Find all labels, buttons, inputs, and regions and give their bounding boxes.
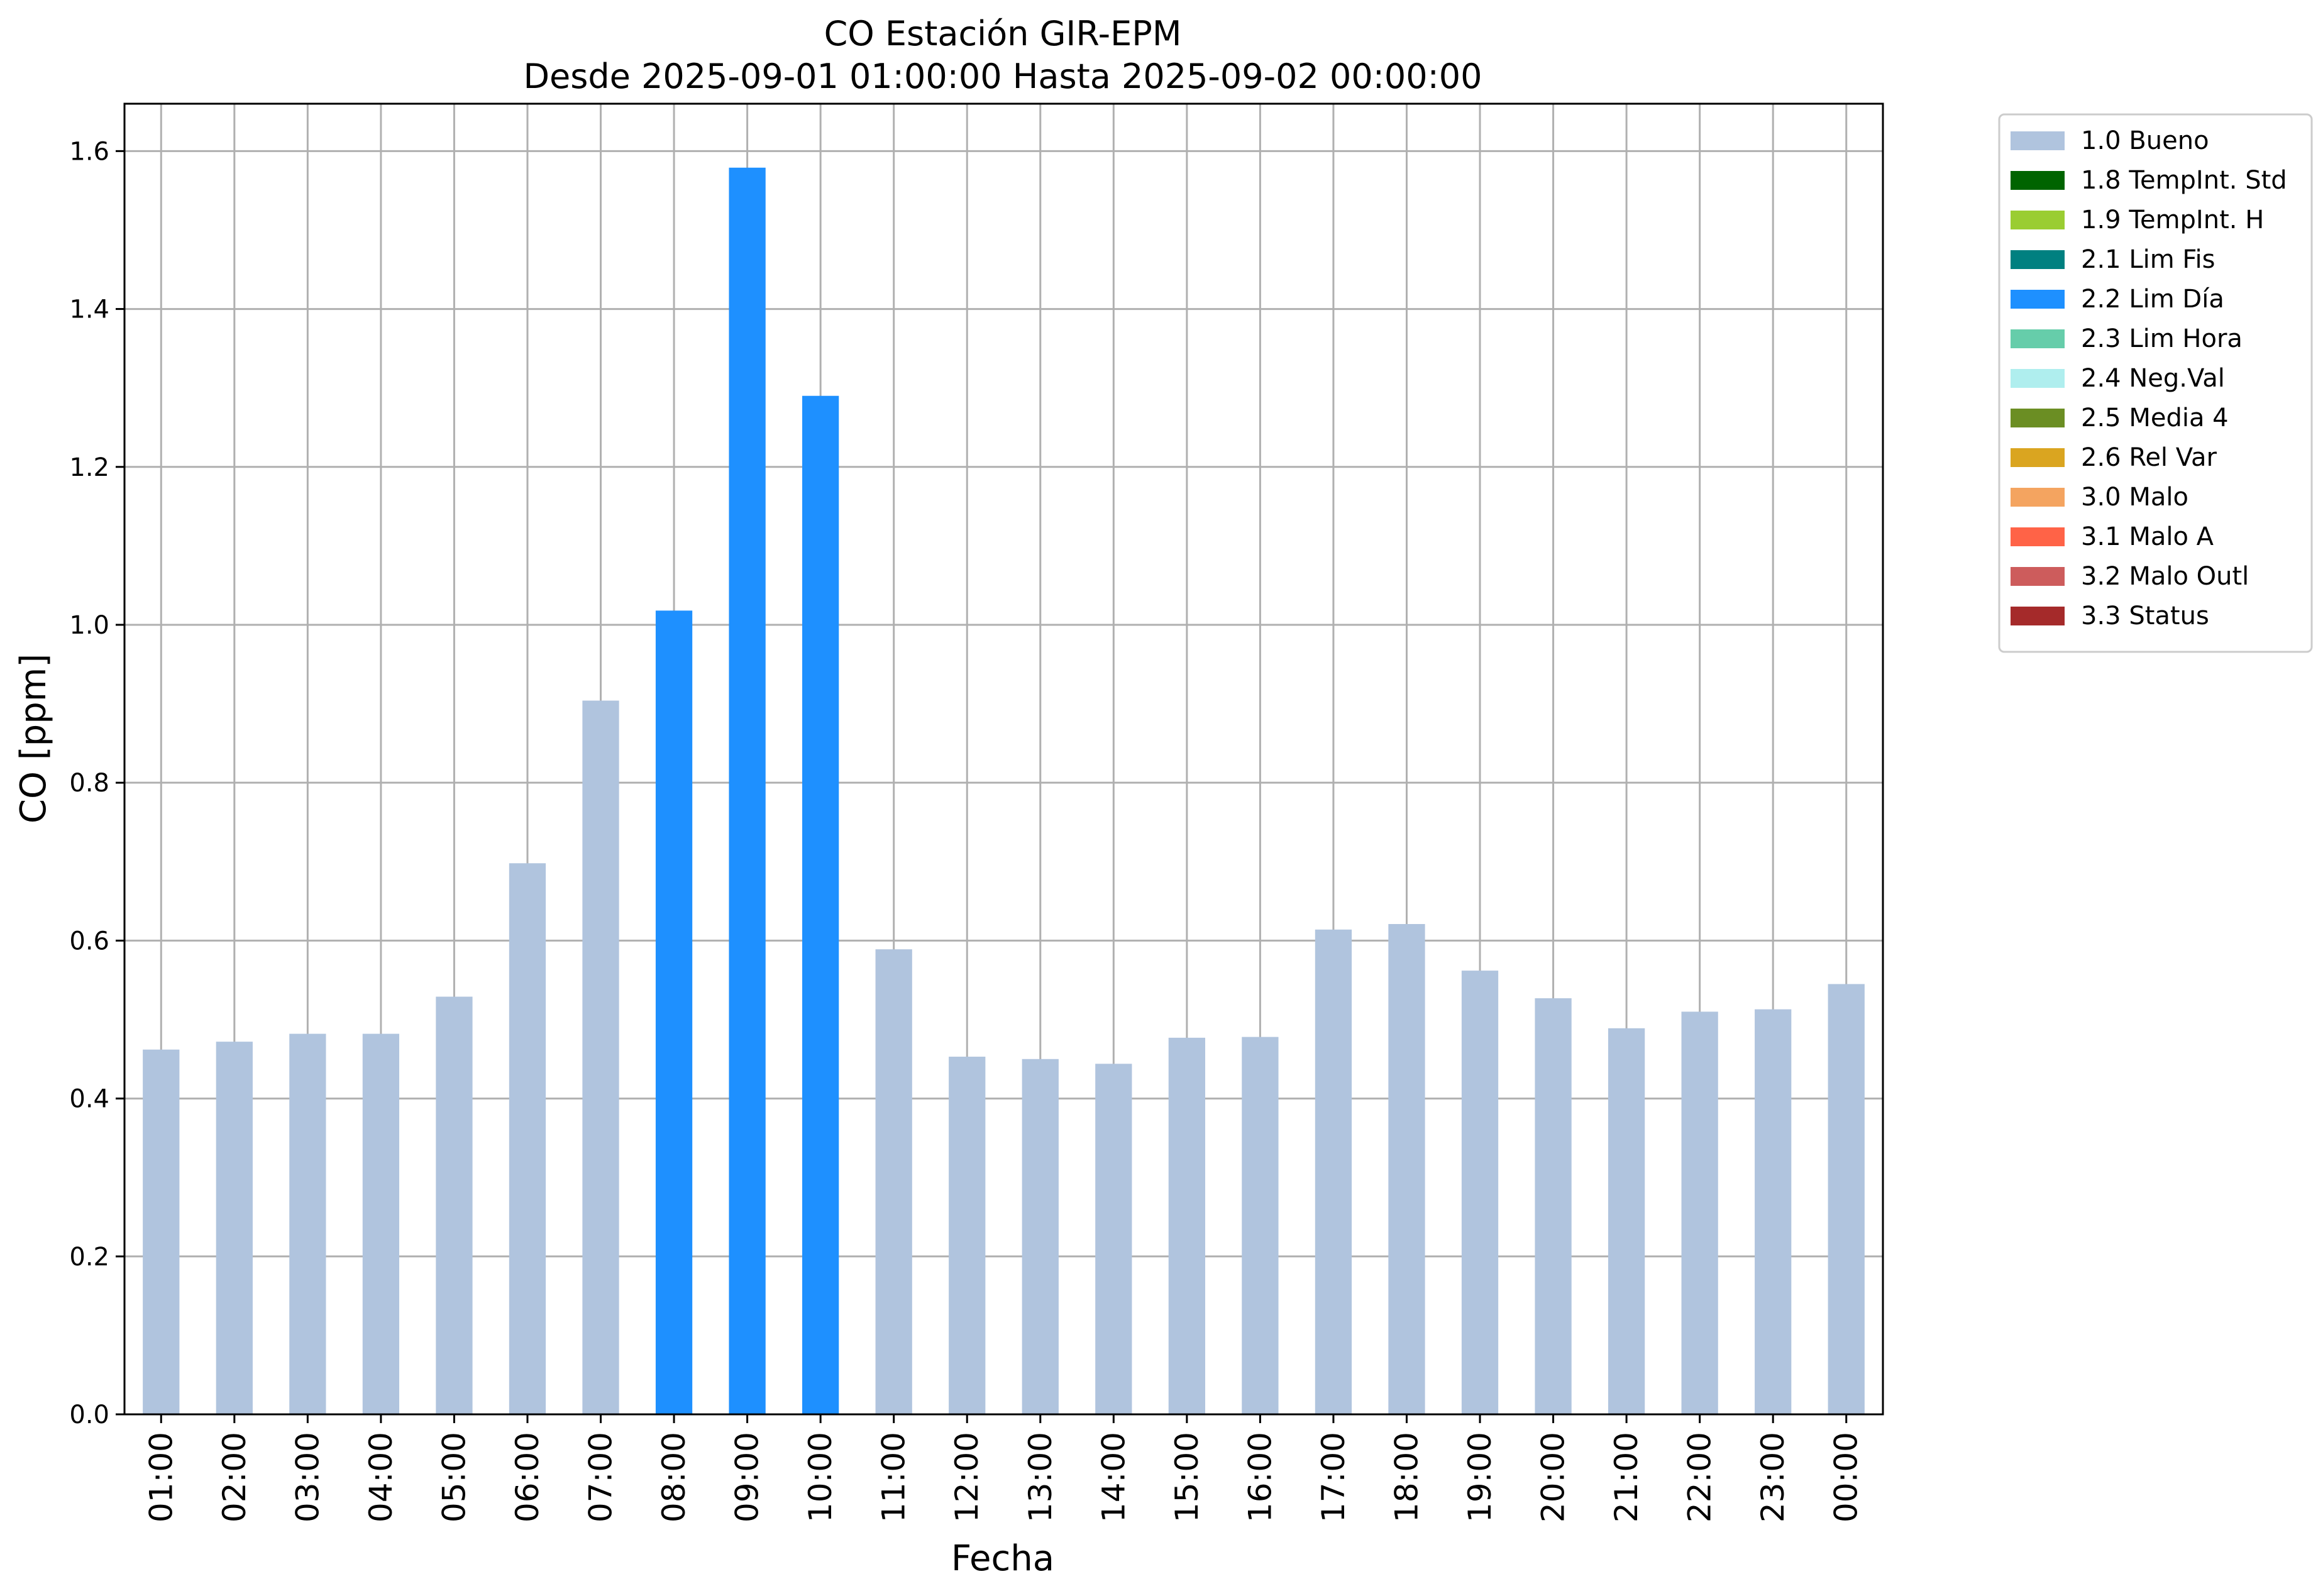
legend-swatch: [2011, 607, 2065, 625]
bar-06:00: [509, 863, 546, 1414]
legend-label: 3.3 Status: [2081, 602, 2209, 630]
x-tick-label: 03:00: [289, 1432, 326, 1522]
legend-swatch: [2011, 527, 2065, 546]
x-tick-label: 14:00: [1095, 1432, 1132, 1522]
bar-01:00: [143, 1049, 180, 1414]
legend-label: 2.2 Lim Día: [2081, 285, 2224, 314]
x-tick-label: 15:00: [1169, 1432, 1205, 1522]
bar-12:00: [949, 1057, 986, 1414]
x-tick-label: 11:00: [876, 1432, 912, 1522]
bar-17:00: [1315, 929, 1352, 1414]
bar-19:00: [1461, 971, 1499, 1414]
legend-label: 1.0 Bueno: [2081, 126, 2209, 155]
x-tick-label: 18:00: [1388, 1432, 1425, 1522]
x-tick-label: 22:00: [1682, 1432, 1718, 1522]
legend-label: 1.8 TempInt. Std: [2081, 166, 2287, 195]
bar-08:00: [655, 610, 693, 1415]
bar-00:00: [1828, 984, 1865, 1414]
y-tick-label: 1.2: [69, 453, 109, 482]
y-axis-label: CO [ppm]: [13, 654, 54, 823]
bar-16:00: [1242, 1037, 1279, 1414]
bar-05:00: [436, 996, 473, 1414]
x-tick-label: 10:00: [802, 1432, 839, 1522]
legend-label: 2.5 Media 4: [2081, 404, 2229, 432]
bar-21:00: [1608, 1028, 1645, 1414]
legend-label: 2.6 Rel Var: [2081, 443, 2217, 472]
y-tick-label: 1.6: [69, 137, 109, 166]
plot-frame: [123, 102, 1884, 1416]
legend-swatch: [2011, 567, 2065, 586]
x-tick-label: 20:00: [1535, 1432, 1572, 1522]
x-tick-label: 12:00: [949, 1432, 985, 1522]
legend-swatch: [2011, 211, 2065, 229]
legend-label: 2.1 Lim Fis: [2081, 245, 2215, 274]
legend-swatch: [2011, 171, 2065, 190]
bar-07:00: [582, 700, 619, 1414]
bar-20:00: [1535, 998, 1572, 1414]
chart-subtitle: Desde 2025-09-01 01:00:00 Hasta 2025-09-…: [523, 57, 1482, 96]
legend-swatch: [2011, 131, 2065, 150]
legend-frame: [1998, 113, 2313, 653]
bar-11:00: [875, 949, 912, 1414]
y-tick-label: 0.8: [69, 769, 109, 798]
x-tick-label: 00:00: [1828, 1432, 1865, 1522]
x-tick-label: 01:00: [143, 1432, 179, 1522]
legend-label: 3.0 Malo: [2081, 483, 2188, 512]
legend-swatch: [2011, 329, 2065, 348]
legend-swatch: [2011, 369, 2065, 388]
x-tick-label: 02:00: [216, 1432, 253, 1522]
x-tick-label: 09:00: [729, 1432, 766, 1522]
x-tick-label: 07:00: [583, 1432, 619, 1522]
bar-15:00: [1168, 1037, 1205, 1414]
x-tick-label: 08:00: [656, 1432, 692, 1522]
legend-label: 2.3 Lim Hora: [2081, 324, 2243, 353]
legend-swatch: [2011, 290, 2065, 309]
y-tick-label: 0.2: [69, 1243, 109, 1272]
x-tick-label: 19:00: [1462, 1432, 1498, 1522]
legend-label: 3.2 Malo Outl: [2081, 562, 2249, 591]
legend-swatch: [2011, 448, 2065, 467]
x-tick-label: 21:00: [1608, 1432, 1645, 1522]
bar-18:00: [1388, 924, 1425, 1414]
axis-ticks: 0.0 0.2 0.4 0.6 0.8 1.0 1.2 1.4 1.6 01:00 02:00 03:…: [69, 137, 1864, 1522]
legend: 1.0 Bueno 1.8 TempInt. Std 1.9 TempInt. H 2…: [1998, 113, 2313, 653]
bar-04:00: [362, 1033, 400, 1414]
x-tick-label: 16:00: [1242, 1432, 1278, 1522]
y-tick-label: 0.6: [69, 927, 109, 955]
x-tick-label: 13:00: [1022, 1432, 1059, 1522]
legend-swatch: [2011, 250, 2065, 269]
bar-22:00: [1681, 1011, 1718, 1414]
bar-10:00: [802, 395, 839, 1414]
y-tick-label: 1.0: [69, 611, 109, 640]
legend-swatch: [2011, 488, 2065, 507]
y-tick-label: 0.0: [69, 1401, 109, 1429]
bar-23:00: [1755, 1009, 1792, 1414]
x-tick-label: 17:00: [1315, 1432, 1352, 1522]
bar-14:00: [1095, 1064, 1132, 1414]
x-axis-label: Fecha: [951, 1538, 1054, 1579]
legend-label: 2.4 Neg.Val: [2081, 364, 2225, 393]
legend-label: 1.9 TempInt. H: [2081, 206, 2264, 234]
y-tick-label: 1.4: [69, 295, 109, 324]
x-tick-label: 23:00: [1755, 1432, 1791, 1522]
x-tick-label: 04:00: [363, 1432, 399, 1522]
bar-02:00: [216, 1042, 253, 1414]
legend-label: 3.1 Malo A: [2081, 522, 2214, 551]
bar-13:00: [1022, 1059, 1059, 1414]
bar-09:00: [729, 167, 766, 1415]
bar-03:00: [289, 1033, 326, 1414]
x-tick-label: 06:00: [509, 1432, 546, 1522]
x-tick-label: 05:00: [436, 1432, 472, 1522]
legend-swatch: [2011, 409, 2065, 427]
bars: [143, 167, 1865, 1415]
y-tick-label: 0.4: [69, 1085, 109, 1114]
chart-title: CO Estación GIR-EPM: [824, 14, 1182, 53]
